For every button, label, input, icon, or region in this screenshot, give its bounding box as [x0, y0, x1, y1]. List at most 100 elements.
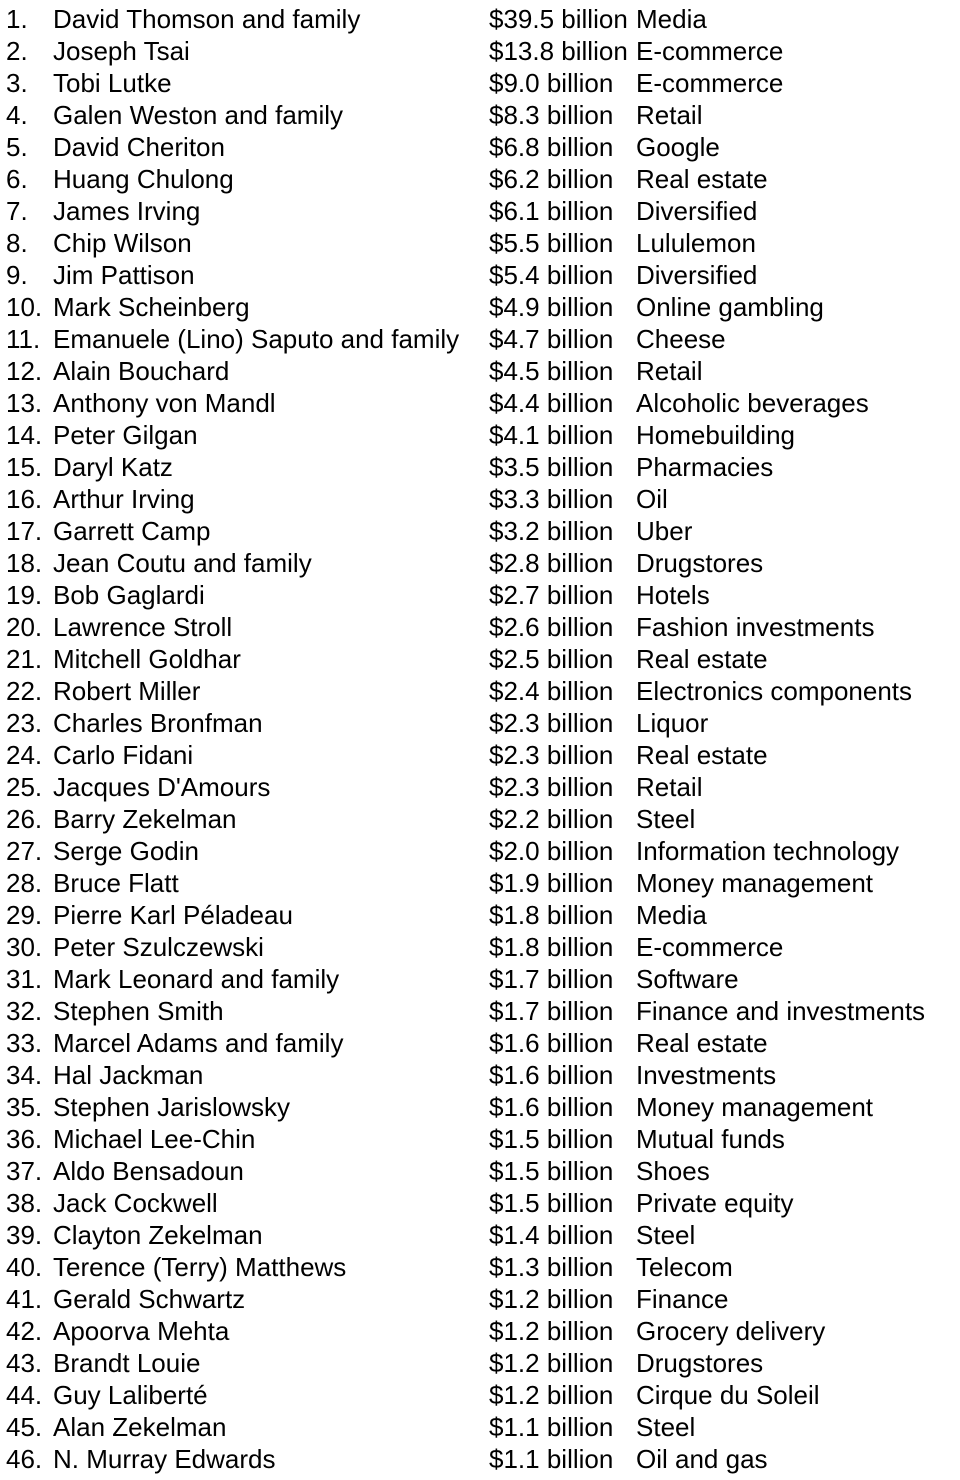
- list-row: 4. Galen Weston and family $8.3 billion Ret…: [0, 99, 960, 131]
- industry-label: E-commerce: [636, 932, 784, 962]
- net-worth: $3.2 billion: [489, 516, 614, 546]
- net-worth: $1.1 billion: [489, 1444, 614, 1474]
- industry-label: Pharmacies: [636, 452, 774, 482]
- person-name: Mark Leonard and family: [53, 964, 340, 994]
- rank-number: 44.: [6, 1380, 43, 1410]
- list-row: 38. Jack Cockwell $1.5 billion Private equi…: [0, 1187, 960, 1219]
- rank-number: 32.: [6, 996, 43, 1026]
- person-name: Tobi Lutke: [53, 68, 172, 98]
- person-name: Galen Weston and family: [53, 100, 343, 130]
- list-row: 1. David Thomson and family $39.5 billion M…: [0, 3, 960, 35]
- person-name: David Thomson and family: [53, 4, 361, 34]
- industry-label: E-commerce: [636, 68, 784, 98]
- net-worth: $1.2 billion: [489, 1380, 614, 1410]
- list-row: 22. Robert Miller $2.4 billion Electronics …: [0, 675, 960, 707]
- person-name: Jim Pattison: [53, 260, 195, 290]
- industry-label: Uber: [636, 516, 693, 546]
- net-worth: $6.2 billion: [489, 164, 614, 194]
- industry-label: Retail: [636, 356, 703, 386]
- net-worth: $1.2 billion: [489, 1284, 614, 1314]
- person-name: Carlo Fidani: [53, 740, 194, 770]
- net-worth: $2.8 billion: [489, 548, 614, 578]
- industry-label: Cirque du Soleil: [636, 1380, 820, 1410]
- industry-label: E-commerce: [636, 36, 784, 66]
- net-worth: $6.1 billion: [489, 196, 614, 226]
- person-name: Hal Jackman: [53, 1060, 204, 1090]
- net-worth: $1.5 billion: [489, 1124, 614, 1154]
- person-name: Lawrence Stroll: [53, 612, 233, 642]
- industry-label: Investments: [636, 1060, 777, 1090]
- person-name: Stephen Jarislowsky: [53, 1092, 290, 1122]
- person-name: Chip Wilson: [53, 228, 192, 258]
- industry-label: Diversified: [636, 196, 758, 226]
- person-name: Alan Zekelman: [53, 1412, 227, 1442]
- rank-number: 11.: [6, 324, 41, 354]
- industry-label: Oil and gas: [636, 1444, 768, 1474]
- net-worth: $2.3 billion: [489, 708, 614, 738]
- rank-number: 30.: [6, 932, 43, 962]
- person-name: Serge Godin: [53, 836, 199, 866]
- rank-number: 23.: [6, 708, 43, 738]
- list-row: 44. Guy Laliberté $1.2 billion Cirque du So…: [0, 1379, 960, 1411]
- person-name: Joseph Tsai: [53, 36, 190, 66]
- net-worth: $2.3 billion: [489, 740, 614, 770]
- list-row: 18. Jean Coutu and family $2.8 billion Drug…: [0, 547, 960, 579]
- list-row: 31. Mark Leonard and family $1.7 billion So…: [0, 963, 960, 995]
- rank-number: 20.: [6, 612, 43, 642]
- list-row: 9. Jim Pattison $5.4 billion Diversified: [0, 259, 960, 291]
- net-worth: $2.7 billion: [489, 580, 614, 610]
- rank-number: 36.: [6, 1124, 43, 1154]
- list-row: 33. Marcel Adams and family $1.6 billion Re…: [0, 1027, 960, 1059]
- list-row: 25. Jacques D'Amours $2.3 billion Retail: [0, 771, 960, 803]
- person-name: Emanuele (Lino) Saputo and family: [53, 324, 460, 354]
- list-row: 32. Stephen Smith $1.7 billion Finance and …: [0, 995, 960, 1027]
- industry-label: Online gambling: [636, 292, 824, 322]
- industry-label: Software: [636, 964, 739, 994]
- person-name: Alain Bouchard: [53, 356, 230, 386]
- rank-number: 38.: [6, 1188, 43, 1218]
- net-worth: $2.6 billion: [489, 612, 614, 642]
- person-name: Anthony von Mandl: [53, 388, 276, 418]
- rank-number: 29.: [6, 900, 43, 930]
- industry-label: Shoes: [636, 1156, 710, 1186]
- person-name: Jacques D'Amours: [53, 772, 271, 802]
- list-row: 3. Tobi Lutke $9.0 billion E-commerce: [0, 67, 960, 99]
- person-name: Michael Lee-Chin: [53, 1124, 256, 1154]
- person-name: Daryl Katz: [53, 452, 173, 482]
- net-worth: $2.2 billion: [489, 804, 614, 834]
- industry-label: Diversified: [636, 260, 758, 290]
- net-worth: $6.8 billion: [489, 132, 614, 162]
- list-row: 13. Anthony von Mandl $4.4 billion Alcoholi…: [0, 387, 960, 419]
- person-name: N. Murray Edwards: [53, 1444, 276, 1474]
- industry-label: Real estate: [636, 164, 768, 194]
- person-name: Gerald Schwartz: [53, 1284, 246, 1314]
- net-worth: $4.9 billion: [489, 292, 614, 322]
- person-name: Arthur Irving: [53, 484, 195, 514]
- net-worth: $4.7 billion: [489, 324, 614, 354]
- list-row: 29. Pierre Karl Péladeau $1.8 billion Media: [0, 899, 960, 931]
- industry-label: Oil: [636, 484, 668, 514]
- industry-label: Private equity: [636, 1188, 794, 1218]
- rank-number: 39.: [6, 1220, 43, 1250]
- rank-number: 45.: [6, 1412, 43, 1442]
- rich-list: 1. David Thomson and family $39.5 billion M…: [0, 3, 960, 1475]
- person-name: Robert Miller: [53, 676, 201, 706]
- rank-number: 37.: [6, 1156, 43, 1186]
- person-name: Bob Gaglardi: [53, 580, 205, 610]
- person-name: Peter Szulczewski: [53, 932, 264, 962]
- net-worth: $13.8 billion: [489, 36, 628, 66]
- net-worth: $1.8 billion: [489, 900, 614, 930]
- net-worth: $4.5 billion: [489, 356, 614, 386]
- industry-label: Drugstores: [636, 548, 764, 578]
- industry-label: Real estate: [636, 740, 768, 770]
- person-name: Guy Laliberté: [53, 1380, 208, 1410]
- list-row: 5. David Cheriton $6.8 billion Google: [0, 131, 960, 163]
- net-worth: $3.3 billion: [489, 484, 614, 514]
- list-row: 27. Serge Godin $2.0 billion Information te…: [0, 835, 960, 867]
- rank-number: 8.: [6, 228, 28, 258]
- person-name: Marcel Adams and family: [53, 1028, 344, 1058]
- person-name: Garrett Camp: [53, 516, 211, 546]
- net-worth: $1.1 billion: [489, 1412, 614, 1442]
- industry-label: Media: [636, 4, 707, 34]
- rank-number: 5.: [6, 132, 28, 162]
